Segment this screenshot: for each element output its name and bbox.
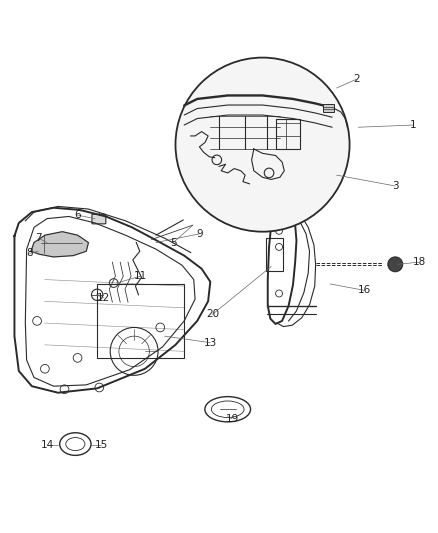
Text: 19: 19 — [226, 414, 239, 424]
Bar — [97, 284, 184, 358]
Circle shape — [176, 58, 350, 232]
Text: 16: 16 — [358, 286, 371, 295]
Text: 14: 14 — [40, 440, 54, 450]
FancyBboxPatch shape — [92, 214, 106, 224]
Text: 5: 5 — [170, 238, 177, 247]
Text: 20: 20 — [206, 309, 219, 319]
Bar — [266, 238, 283, 271]
Text: 3: 3 — [392, 181, 399, 191]
Text: 7: 7 — [35, 233, 42, 243]
Bar — [276, 118, 300, 149]
Text: 8: 8 — [26, 248, 33, 259]
Text: 1: 1 — [410, 120, 416, 130]
Circle shape — [388, 257, 403, 272]
Text: 9: 9 — [196, 229, 203, 239]
Text: 6: 6 — [74, 210, 81, 220]
Bar — [323, 104, 334, 112]
Text: 15: 15 — [95, 440, 108, 450]
Text: 18: 18 — [413, 257, 426, 267]
Text: 11: 11 — [134, 271, 147, 281]
Text: 2: 2 — [353, 75, 360, 84]
Polygon shape — [31, 232, 88, 257]
Text: 13: 13 — [204, 338, 217, 348]
Text: 12: 12 — [97, 293, 110, 303]
